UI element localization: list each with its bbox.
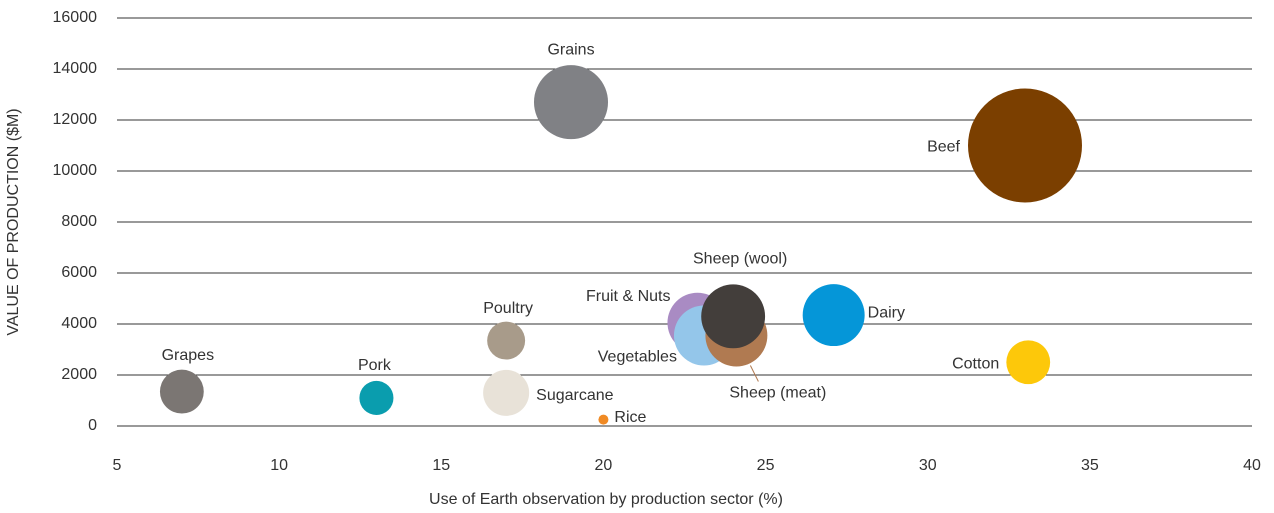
- point-label: Dairy: [868, 304, 905, 321]
- point-label: Sheep (wool): [693, 251, 787, 268]
- point-label: Poultry: [483, 300, 533, 317]
- y-tick-label: 12000: [53, 111, 98, 128]
- point-label: Sheep (meat): [729, 385, 826, 402]
- point-label: Beef: [927, 139, 960, 156]
- y-tick-label: 8000: [61, 213, 97, 230]
- point-label: Rice: [614, 409, 646, 426]
- bubble: [1006, 340, 1051, 385]
- x-tick-label: 20: [595, 457, 613, 474]
- bubble: [359, 380, 394, 415]
- y-tick-label: 16000: [53, 9, 98, 26]
- y-tick-label: 14000: [53, 60, 98, 77]
- point-label: Grapes: [162, 347, 214, 364]
- bubble: [598, 414, 609, 425]
- x-tick-label: 5: [113, 457, 122, 474]
- x-tick-label: 35: [1081, 457, 1099, 474]
- y-tick-label: 0: [88, 417, 97, 434]
- bubble: [159, 369, 204, 414]
- y-axis-label: VALUE OF PRODUCTION ($M): [5, 108, 22, 335]
- x-tick-label: 10: [270, 457, 288, 474]
- x-tick-label: 15: [432, 457, 450, 474]
- x-tick-label: 40: [1243, 457, 1261, 474]
- point-label: Cotton: [952, 355, 999, 372]
- point-label: Vegetables: [598, 349, 677, 366]
- point-label: Fruit & Nuts: [586, 288, 670, 305]
- bubble: [701, 284, 766, 349]
- bubble: [487, 321, 526, 360]
- x-axis-label: Use of Earth observation by production s…: [429, 491, 783, 508]
- bubble: [483, 369, 530, 416]
- x-tick-label: 25: [757, 457, 775, 474]
- y-tick-label: 4000: [61, 315, 97, 332]
- bubble: [802, 284, 865, 347]
- bubble: [967, 88, 1083, 203]
- x-tick-label: 30: [919, 457, 937, 474]
- point-label: Grains: [547, 41, 594, 58]
- bubble: [533, 65, 609, 140]
- y-tick-label: 2000: [61, 366, 97, 383]
- point-label: Pork: [358, 357, 392, 374]
- y-tick-label: 6000: [61, 264, 97, 281]
- y-tick-label: 10000: [53, 162, 98, 179]
- point-label: Sugarcane: [536, 387, 613, 404]
- leader-line: [749, 365, 759, 382]
